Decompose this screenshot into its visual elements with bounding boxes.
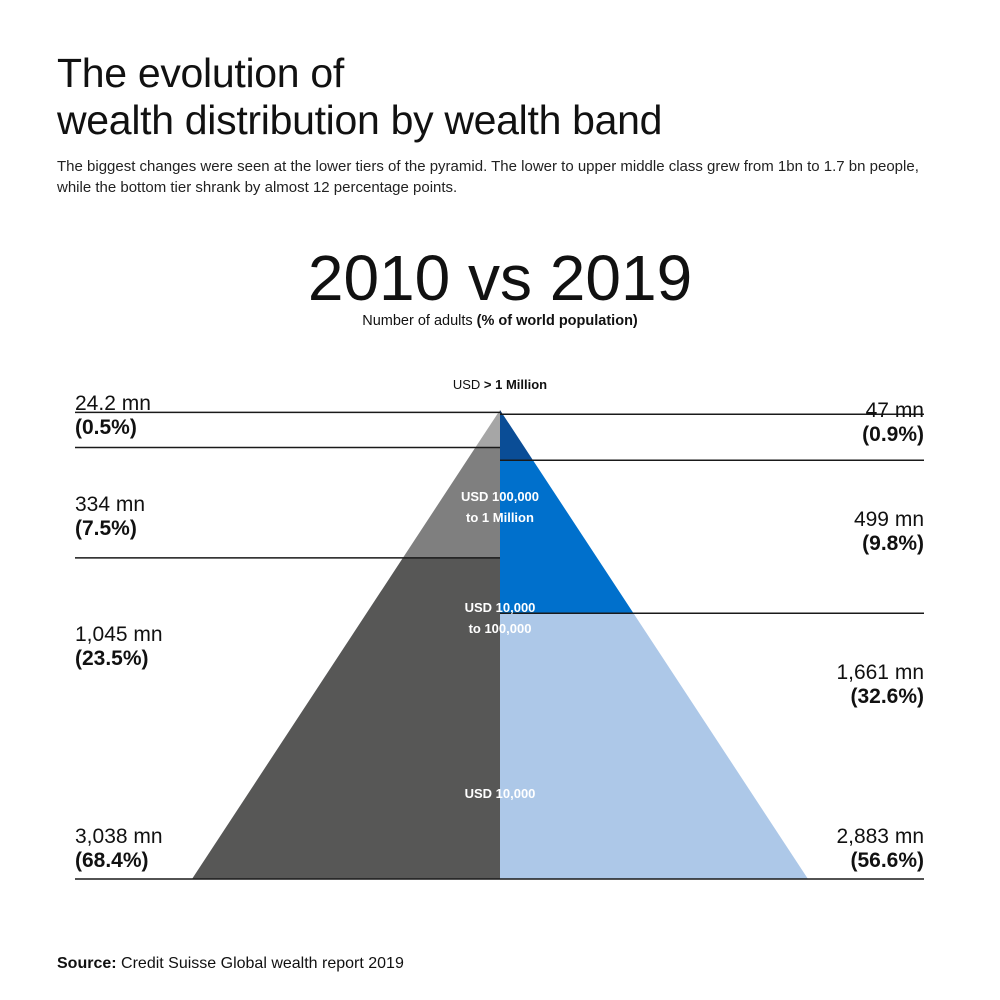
chart-title-line-2: wealth distribution by wealth band (57, 97, 663, 143)
source-label: Source: (57, 955, 117, 972)
pyramid-left-2010 (192, 410, 500, 879)
right-share-label: (9.8%) (862, 532, 924, 555)
left-share-label: (7.5%) (75, 517, 137, 540)
chart-subtitle: The biggest changes were seen at the low… (57, 158, 919, 196)
right-tier-4 (500, 613, 808, 879)
comparison-heading: 2010 vs 2019 (307, 242, 693, 314)
pyramid-right-2019 (500, 410, 808, 879)
left-tier-4 (192, 557, 500, 879)
band-label-10k-100k-line-1: USD 10,000 (464, 600, 536, 615)
right-share-label: (32.6%) (850, 685, 924, 708)
measure-emphasis: (% of world population) (476, 313, 638, 329)
right-tier-2 (500, 414, 533, 461)
left-share-label: (23.5%) (75, 647, 149, 670)
band-label-under-10k-text: USD 10,000 (464, 786, 536, 801)
left-tier-2 (475, 412, 500, 448)
band-label-100k-1m-line-2: to 1 Million (466, 510, 534, 525)
left-count-label: 24.2 mn (75, 392, 151, 415)
measure-prefix: Number of adults (362, 313, 473, 329)
measure-caption: Number of adults (% of world population) (0, 313, 1000, 329)
right-count-label: 2,883 mn (836, 825, 924, 848)
left-count-label: 3,038 mn (75, 825, 163, 848)
left-share-label: (0.5%) (75, 416, 137, 439)
band-label-10k-100k-line-2: to 100,000 (468, 621, 532, 636)
band-label-under-10k: USD 10,000 (400, 783, 600, 804)
band-label-top: USD > 1 Million (0, 377, 1000, 392)
chart-title: The evolution of wealth distribution by … (57, 50, 662, 144)
right-share-label: (0.9%) (862, 423, 924, 446)
source-note: Source: Credit Suisse Global wealth repo… (57, 955, 404, 973)
right-count-label: 499 mn (853, 508, 924, 531)
band-label-10k-100k: USD 10,000 to 100,000 (400, 597, 600, 639)
band-top-prefix: USD (452, 377, 481, 392)
right-count-label: 1,661 mn (836, 661, 924, 684)
label-rules (75, 411, 924, 880)
left-tier-3 (402, 447, 500, 558)
source-text: Credit Suisse Global wealth report 2019 (121, 955, 404, 972)
right-tier-3 (500, 460, 634, 614)
right-tier-1 (500, 410, 503, 415)
left-count-label: 334 mn (75, 493, 146, 516)
band-label-100k-1m: USD 100,000 to 1 Million (400, 486, 600, 528)
right-share-label: (56.6%) (850, 849, 924, 872)
left-share-label: (68.4%) (75, 849, 149, 872)
band-label-100k-1m-line-1: USD 100,000 (460, 489, 540, 504)
left-count-label: 1,045 mn (75, 623, 163, 646)
band-top-emphasis: > 1 Million (483, 377, 548, 392)
right-count-label: 47 mn (865, 399, 924, 422)
chart-title-line-1: The evolution of (57, 50, 344, 96)
